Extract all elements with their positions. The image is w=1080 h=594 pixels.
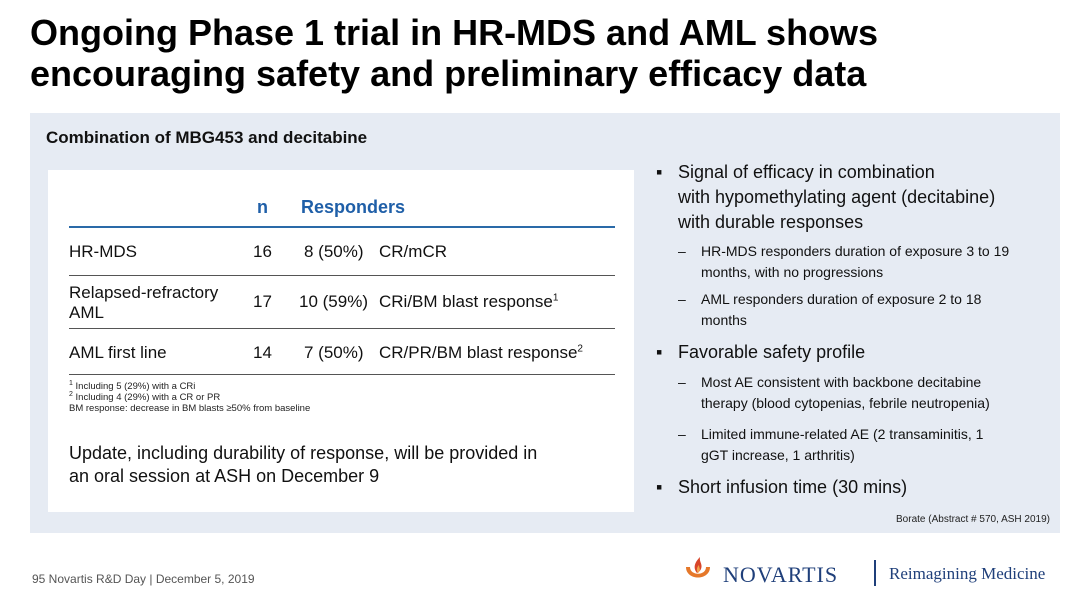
content-panel: Combination of MBG453 and decitabine n R… bbox=[30, 113, 1060, 533]
panel-heading: Combination of MBG453 and decitabine bbox=[46, 128, 368, 147]
header-responders: Responders bbox=[301, 197, 406, 217]
row-n: 14 bbox=[253, 343, 272, 362]
row-n: 16 bbox=[253, 242, 272, 261]
row-label: HR-MDS bbox=[69, 242, 137, 261]
brand-separator bbox=[874, 560, 876, 586]
row-divider bbox=[69, 374, 615, 375]
brand-name: NOVARTIS bbox=[723, 562, 839, 587]
row-label-cont: AML bbox=[69, 303, 104, 322]
footnote-2: 2 Including 4 (29%) with a CR or PR bbox=[69, 390, 221, 403]
slide-title: Ongoing Phase 1 trial in HR-MDS and AML … bbox=[30, 12, 1060, 94]
row-count: 10 (59%) bbox=[299, 292, 368, 311]
row-divider bbox=[69, 275, 615, 276]
row-response: CR/mCR bbox=[379, 242, 447, 261]
row-label: AML first line bbox=[69, 343, 167, 362]
slide-title-line2: encouraging safety and preliminary effic… bbox=[30, 53, 867, 94]
update-note: Update, including durability of response… bbox=[69, 443, 538, 486]
row-response: CRi/BM blast response1 bbox=[379, 292, 559, 311]
row-n: 17 bbox=[253, 292, 272, 311]
slide-title-line1: Ongoing Phase 1 trial in HR-MDS and AML … bbox=[30, 12, 879, 53]
brand-tagline: Reimagining Medicine bbox=[889, 564, 1046, 583]
header-rule bbox=[69, 226, 615, 228]
row-divider bbox=[69, 328, 615, 329]
row-count: 8 (50%) bbox=[304, 242, 364, 261]
row-response: CR/PR/BM blast response2 bbox=[379, 343, 583, 362]
row-count: 7 (50%) bbox=[304, 343, 364, 362]
source-citation: Borate (Abstract # 570, ASH 2019) bbox=[896, 514, 1050, 525]
footer-text: 95 Novartis R&D Day | December 5, 2019 bbox=[32, 572, 255, 586]
header-n: n bbox=[257, 197, 268, 217]
footnote-1: 1 Including 5 (29%) with a CRi bbox=[69, 379, 196, 392]
footnote-bm: BM response: decrease in BM blasts ≥50% … bbox=[69, 403, 311, 414]
novartis-flame-icon bbox=[686, 557, 710, 578]
row-label: Relapsed-refractory bbox=[69, 283, 219, 302]
results-card: n Responders HR-MDS 16 8 (50%) CR/mCR Re… bbox=[48, 170, 634, 512]
